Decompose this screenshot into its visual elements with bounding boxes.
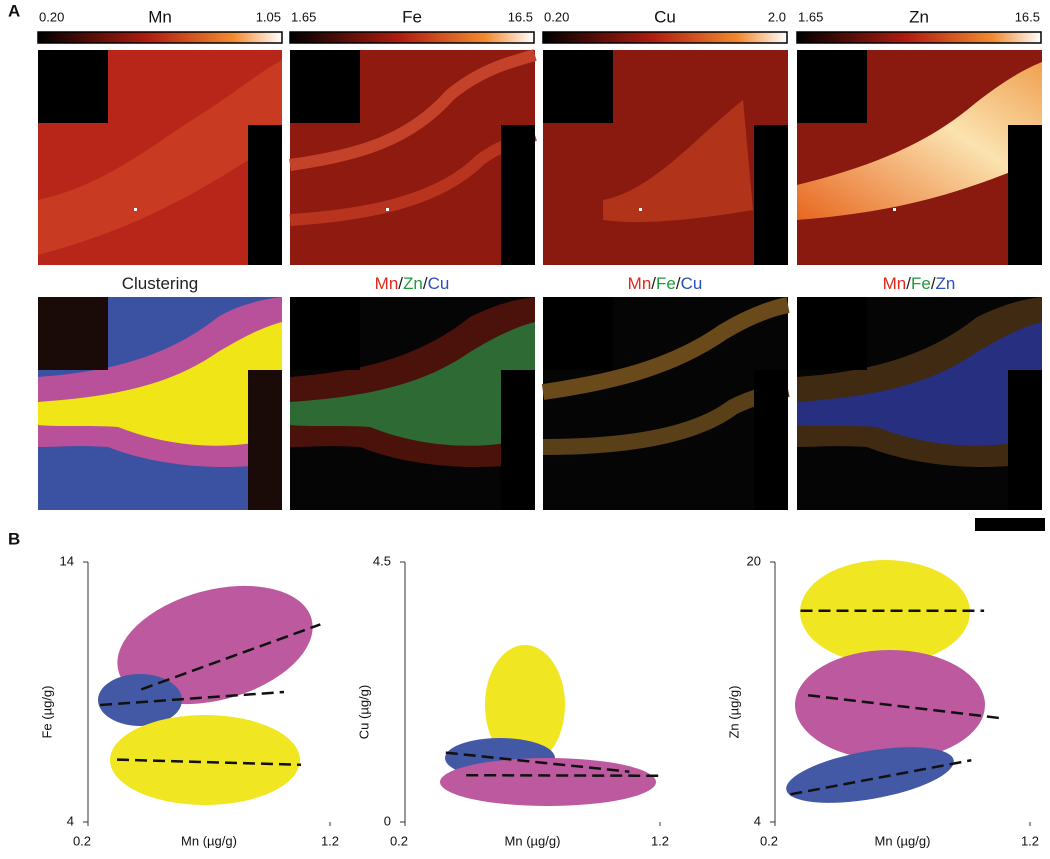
map-title: Zn: [909, 7, 929, 26]
title-part: Zn: [403, 274, 423, 293]
title-part: /: [931, 274, 936, 293]
title-part: Cu: [681, 274, 703, 293]
title-part: Cu: [428, 274, 450, 293]
y-tick-label: 4: [67, 813, 74, 828]
colorbar-min: 1.65: [798, 9, 823, 24]
title-part: Zn: [936, 274, 956, 293]
title-part: Mn: [883, 274, 907, 293]
title-part: /: [651, 274, 656, 293]
overlay-title: Mn/Fe/Cu: [628, 274, 703, 293]
overlay-map: [797, 297, 1042, 510]
y-tick-label: 14: [60, 553, 74, 568]
title-part: Fe: [656, 274, 676, 293]
y-tick-label: 0: [384, 813, 391, 828]
map-title: Fe: [402, 7, 422, 26]
fit-line: [117, 758, 301, 767]
panel-label: B: [8, 529, 20, 548]
scale-bar: [975, 518, 1045, 531]
map-title: Cu: [654, 7, 676, 26]
x-axis-label: Mn (µg/g): [875, 833, 931, 848]
y-tick-label: 4: [754, 813, 761, 828]
overlay-title: Mn/Fe/Zn: [883, 274, 956, 293]
map-title: Mn: [148, 7, 172, 26]
colorbar-max: 2.0: [768, 9, 786, 24]
x-tick-label: 1.2: [1021, 833, 1039, 848]
x-tick-label: 1.2: [321, 833, 339, 848]
colorbar: [796, 31, 1042, 44]
y-tick-label: 20: [747, 553, 761, 568]
fe-map: [289, 49, 537, 265]
overlay-map: [541, 297, 790, 510]
title-part: /: [423, 274, 428, 293]
colorbar: [37, 31, 283, 44]
colorbar-max: 16.5: [508, 9, 533, 24]
fit-line: [140, 623, 321, 691]
x-tick-label: 0.2: [390, 833, 408, 848]
title-part: /: [398, 274, 403, 293]
title-part: Clustering: [122, 274, 199, 293]
y-axis-label: Zn (µg/g): [726, 685, 741, 738]
title-part: Fe: [911, 274, 931, 293]
zn-map: [797, 50, 1042, 265]
colorbar-min: 1.65: [291, 9, 316, 24]
title-part: Mn: [628, 274, 652, 293]
fit-line: [100, 690, 285, 707]
panel-label: A: [8, 1, 20, 20]
fit-line: [445, 751, 630, 773]
x-tick-label: 1.2: [651, 833, 669, 848]
fit-line: [466, 773, 661, 778]
x-axis-label: Mn (µg/g): [181, 833, 237, 848]
x-axis-label: Mn (µg/g): [505, 833, 561, 848]
mn-map: [38, 50, 282, 265]
point-clouds: [98, 560, 985, 806]
title-part: /: [906, 274, 911, 293]
cu-map: [543, 50, 788, 265]
x-tick-label: 0.2: [760, 833, 778, 848]
title-part: Mn: [375, 274, 399, 293]
fit-line: [808, 694, 1000, 720]
title-part: /: [676, 274, 681, 293]
colorbar: [542, 31, 788, 44]
x-tick-label: 0.2: [73, 833, 91, 848]
colorbar-max: 1.05: [256, 9, 281, 24]
y-tick-label: 4.5: [373, 553, 391, 568]
cluster-map: [38, 297, 282, 510]
fit-line: [790, 759, 972, 796]
colorbar-min: 0.20: [39, 9, 64, 24]
overlay-title: Clustering: [122, 274, 199, 293]
y-axis-label: Fe (µg/g): [39, 685, 54, 738]
overlay-map: [290, 297, 535, 510]
colorbar: [289, 31, 535, 44]
colorbar-max: 16.5: [1015, 9, 1040, 24]
colorbar-min: 0.20: [544, 9, 569, 24]
overlay-title: Mn/Zn/Cu: [375, 274, 450, 293]
y-axis-label: Cu (µg/g): [356, 685, 371, 739]
